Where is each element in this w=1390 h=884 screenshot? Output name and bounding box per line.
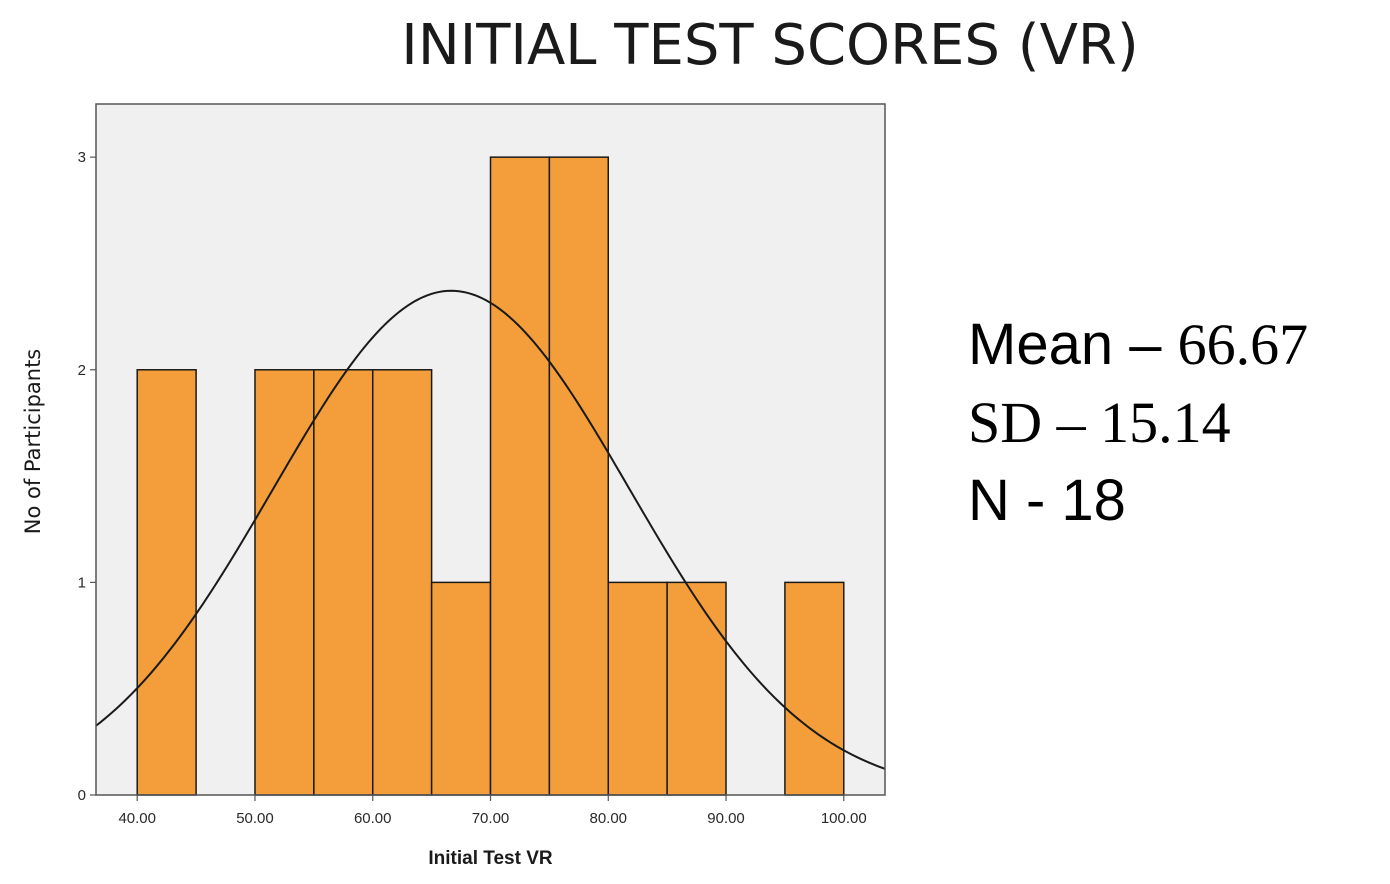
x-tick-label: 60.00 — [354, 810, 392, 827]
histogram-bar — [666, 581, 727, 796]
y-tick-label: 3 — [78, 149, 86, 166]
axes-layer: 40.00 50.00 60.00 70.00 80.00 90.00 100.00 0 1 2 3 — [78, 149, 867, 827]
x-tick-label: 100.00 — [821, 810, 867, 827]
normal-curve — [95, 289, 886, 770]
histogram-bar — [607, 581, 668, 796]
n-stat: N - 18 — [968, 468, 1126, 533]
y-tick-label: 0 — [78, 787, 86, 804]
histogram-bar — [430, 581, 492, 796]
x-tick-label: 70.00 — [472, 810, 510, 827]
x-axis-title: Initial Test VR — [428, 848, 553, 869]
histogram-bar — [313, 369, 374, 796]
x-tick-label: 80.00 — [589, 810, 627, 827]
y-axis-title: No of Participants — [21, 349, 45, 535]
bars-layer — [136, 156, 845, 796]
mean-label: Mean – — [968, 312, 1178, 377]
summary-stats: Mean – 66.67 SD – 15.14 N - 18 — [968, 306, 1308, 540]
x-tick-label: 50.00 — [236, 810, 274, 827]
slide-title: INITIAL TEST SCORES (VR) — [401, 13, 1139, 78]
mean-value: 66.67 — [1177, 312, 1309, 377]
y-tick-label: 1 — [78, 574, 86, 591]
mean-stat: Mean – 66.67 — [968, 306, 1308, 384]
histogram-bar — [489, 156, 551, 796]
histogram-bar — [136, 369, 197, 796]
histogram-bar — [371, 369, 433, 796]
histogram-bar — [784, 581, 845, 796]
histogram-bar — [548, 156, 610, 796]
x-tick-label: 40.00 — [118, 810, 156, 827]
sd-stat: SD – 15.14 — [968, 390, 1231, 455]
x-tick-label: 90.00 — [707, 810, 745, 827]
y-tick-label: 2 — [78, 362, 86, 379]
